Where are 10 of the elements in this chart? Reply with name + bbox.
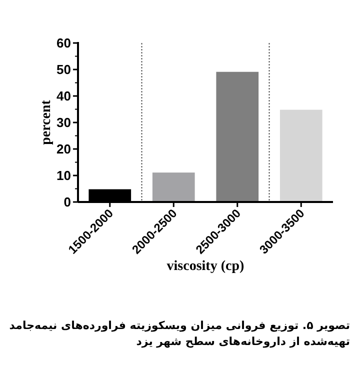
y-axis-title: percent	[39, 100, 54, 145]
y-tick-label: 0	[64, 194, 71, 210]
y-tick-label: 60	[56, 36, 71, 50]
y-tick-label: 20	[56, 142, 71, 156]
y-tick-label: 40	[56, 88, 71, 104]
y-tick-label: 10	[56, 168, 71, 183]
y-tick-label: 30	[56, 115, 71, 130]
x-axis-title: viscosity (cp)	[166, 259, 245, 274]
y-tick-label: 50	[56, 62, 71, 77]
text: تصویر ۵. توزیع فروانی میزان ویسکوزیته فراورده‌های نیمه‌جامد تهیه‌شده از داروخانه‌های سطح شهر یزد	[8, 318, 350, 350]
